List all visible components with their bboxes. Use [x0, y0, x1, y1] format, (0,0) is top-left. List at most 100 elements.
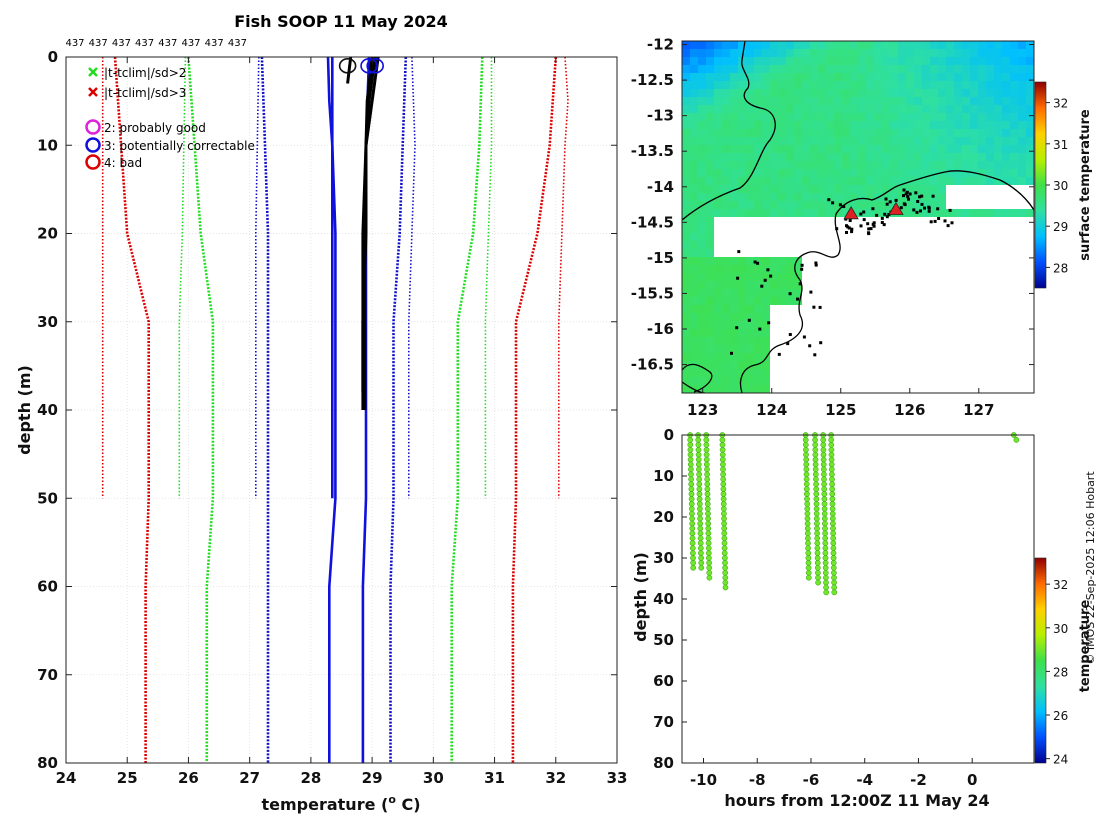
sst-cell — [834, 153, 842, 161]
island-dot — [867, 232, 871, 236]
top-label: 437 — [89, 38, 108, 49]
sst-cell — [930, 201, 938, 209]
cast-point — [720, 505, 727, 512]
island-dot — [769, 274, 773, 278]
sst-cell — [826, 137, 834, 145]
station-triangle-icon — [843, 206, 859, 220]
sst-cell — [922, 185, 930, 193]
sst-cell — [826, 113, 834, 121]
sst-cell — [858, 153, 866, 161]
sst-cell — [706, 297, 714, 305]
sst-cell — [930, 97, 938, 105]
sst-cell — [882, 121, 890, 129]
sst-cell — [810, 161, 818, 169]
cast-point — [690, 555, 696, 561]
cast-point — [813, 515, 820, 522]
sst-cell — [946, 89, 954, 97]
sst-cell — [690, 377, 698, 385]
sst-cell — [778, 73, 786, 81]
sst-cell — [978, 129, 986, 137]
sst-cell — [978, 73, 986, 81]
sst-cell — [810, 169, 818, 177]
sst-cell — [746, 289, 754, 297]
sst-cell — [746, 169, 754, 177]
sst-cell — [802, 89, 810, 97]
sst-cell — [754, 41, 762, 49]
sst-cell — [810, 177, 818, 185]
sst-cell — [794, 177, 802, 185]
sst-cell — [826, 193, 834, 201]
cast-point — [697, 545, 704, 552]
sst-cell — [842, 169, 850, 177]
island-dot — [915, 210, 919, 214]
sst-cell — [882, 49, 890, 57]
sst-cell — [1018, 89, 1026, 97]
cast-point — [804, 491, 810, 497]
cast-point — [828, 437, 835, 443]
cast-point — [821, 486, 828, 492]
sst-cell — [914, 49, 922, 57]
cast-point — [689, 525, 696, 532]
sst-cell — [890, 105, 898, 113]
dt-x-tick-label: 0 — [967, 771, 977, 789]
dt-y-tick-label: 30 — [653, 549, 674, 567]
sst-cell — [962, 105, 970, 113]
sst-cell — [818, 201, 826, 209]
island-dot — [936, 207, 940, 211]
sst-cell — [986, 49, 994, 57]
island-dot — [883, 212, 887, 216]
cast-point — [829, 501, 836, 507]
sst-cell — [690, 129, 698, 137]
sst-cell — [754, 177, 762, 185]
profile-title: Fish SOOP 11 May 2024 — [234, 12, 448, 31]
sst-cell — [706, 217, 714, 225]
sst-cell — [986, 73, 994, 81]
y-tick-label: 20 — [37, 225, 58, 243]
sst-cell — [858, 121, 866, 129]
sst-cell — [730, 49, 738, 57]
flag-circle — [338, 58, 357, 74]
island-dot — [819, 341, 823, 345]
cast-point — [822, 555, 829, 561]
sst-cell — [690, 193, 698, 201]
cast-point — [704, 476, 711, 483]
cast-point — [688, 486, 695, 492]
sst-cell — [698, 337, 706, 345]
sst-cell — [730, 73, 738, 81]
sst-cell — [938, 121, 946, 129]
sst-cell — [946, 105, 954, 113]
sst-cell — [826, 145, 834, 153]
sst-cell — [994, 129, 1002, 137]
sst-cell — [834, 73, 842, 81]
sst-cell — [754, 377, 762, 385]
sst-cell — [786, 129, 794, 137]
cast-point — [696, 481, 703, 488]
sst-cell — [730, 289, 738, 297]
sst-cell — [890, 65, 898, 73]
sst-cell — [994, 177, 1002, 185]
sst-cell — [1026, 81, 1034, 89]
sst-cell — [882, 129, 890, 137]
sst-cell — [762, 161, 770, 169]
sst-cell — [850, 73, 858, 81]
sst-cell — [698, 377, 706, 385]
sst-cell — [978, 49, 986, 57]
legend-flag-3: 3: potentially correctable — [85, 137, 255, 153]
sst-cell — [762, 321, 770, 329]
cast-point — [719, 441, 726, 448]
sst-cell — [714, 169, 722, 177]
sst-cell — [786, 185, 794, 193]
cast-point — [705, 545, 712, 552]
sst-cell — [754, 73, 762, 81]
sst-cell — [754, 193, 762, 201]
cast-point — [695, 441, 702, 448]
island-dot — [786, 342, 790, 346]
sst-cell — [874, 57, 882, 65]
sst-cell — [970, 89, 978, 97]
top-label: 437 — [228, 38, 247, 49]
sst-cell — [898, 49, 906, 57]
sst-cell — [786, 297, 794, 305]
y-tick-label: 50 — [37, 489, 58, 507]
sst-cell — [850, 129, 858, 137]
sst-cell — [746, 81, 754, 89]
